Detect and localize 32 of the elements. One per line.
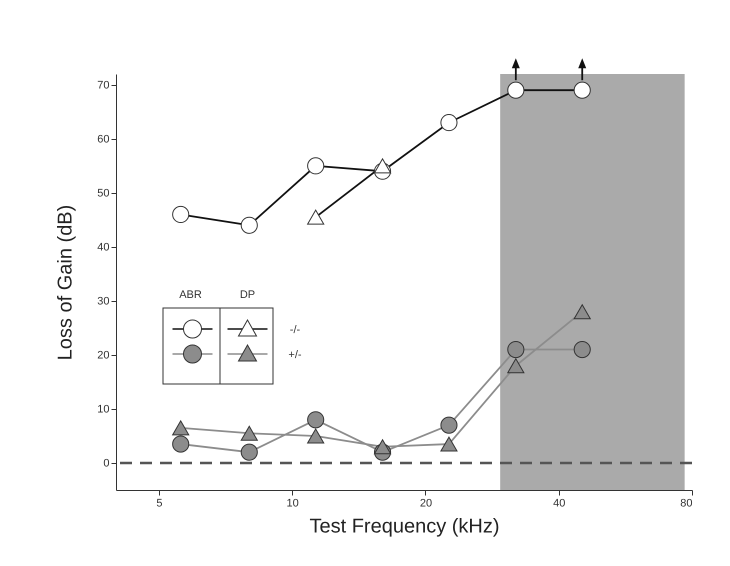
x-axis-title: Test Frequency (kHz)	[309, 516, 500, 538]
x-tick-label: 80	[680, 498, 692, 510]
y-tick-label: 30	[97, 295, 110, 308]
point	[507, 358, 524, 374]
point	[507, 340, 524, 358]
y-axis-title: Loss of Gain (dB)	[54, 204, 76, 360]
point	[307, 411, 324, 428]
y-tick-label: 10	[97, 403, 110, 416]
point	[440, 416, 458, 434]
x-tick-label: 20	[420, 498, 432, 510]
point	[240, 426, 258, 441]
y-tick-label: 40	[97, 241, 110, 254]
point	[574, 82, 591, 99]
point	[574, 340, 591, 358]
annotation: +/-	[288, 349, 302, 361]
point	[574, 304, 591, 320]
point	[507, 82, 524, 99]
x-tick-label: 5	[156, 498, 162, 510]
point	[440, 436, 458, 452]
point	[374, 439, 392, 454]
y-tick-label: 60	[97, 133, 110, 146]
point	[240, 444, 258, 461]
y-tick-label: 70	[97, 79, 110, 92]
y-tick-label: 50	[97, 187, 110, 200]
annotation: ABR	[179, 289, 202, 301]
x-tick-label: 10	[286, 498, 299, 510]
annotation: DP	[240, 289, 256, 301]
point	[307, 428, 324, 444]
annotation: -/-	[290, 324, 301, 336]
y-tick-label: 20	[97, 349, 110, 362]
x-tick-label: 40	[553, 498, 566, 510]
y-tick-label: 0	[103, 457, 110, 470]
